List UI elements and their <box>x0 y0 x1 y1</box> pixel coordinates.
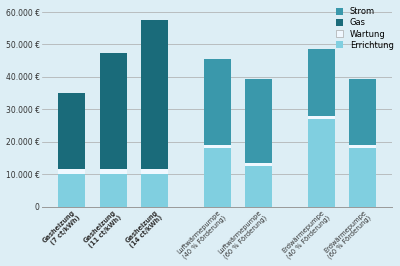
Bar <box>204 59 231 145</box>
Bar <box>204 145 231 148</box>
Bar <box>246 166 272 207</box>
Bar <box>308 116 335 119</box>
Bar <box>142 20 168 169</box>
Bar <box>58 93 85 169</box>
Bar <box>246 78 272 163</box>
Legend: Strom, Gas, Wartung, Errichtung: Strom, Gas, Wartung, Errichtung <box>334 6 395 51</box>
Bar <box>350 145 376 148</box>
Bar <box>100 169 127 174</box>
Bar <box>100 53 127 169</box>
Bar <box>142 169 168 174</box>
Bar <box>204 148 231 207</box>
Bar <box>100 174 127 207</box>
Bar <box>308 119 335 207</box>
Bar <box>350 148 376 207</box>
Bar <box>350 78 376 145</box>
Bar <box>142 174 168 207</box>
Bar <box>58 174 85 207</box>
Bar <box>308 49 335 116</box>
Bar <box>246 163 272 166</box>
Bar <box>58 169 85 174</box>
